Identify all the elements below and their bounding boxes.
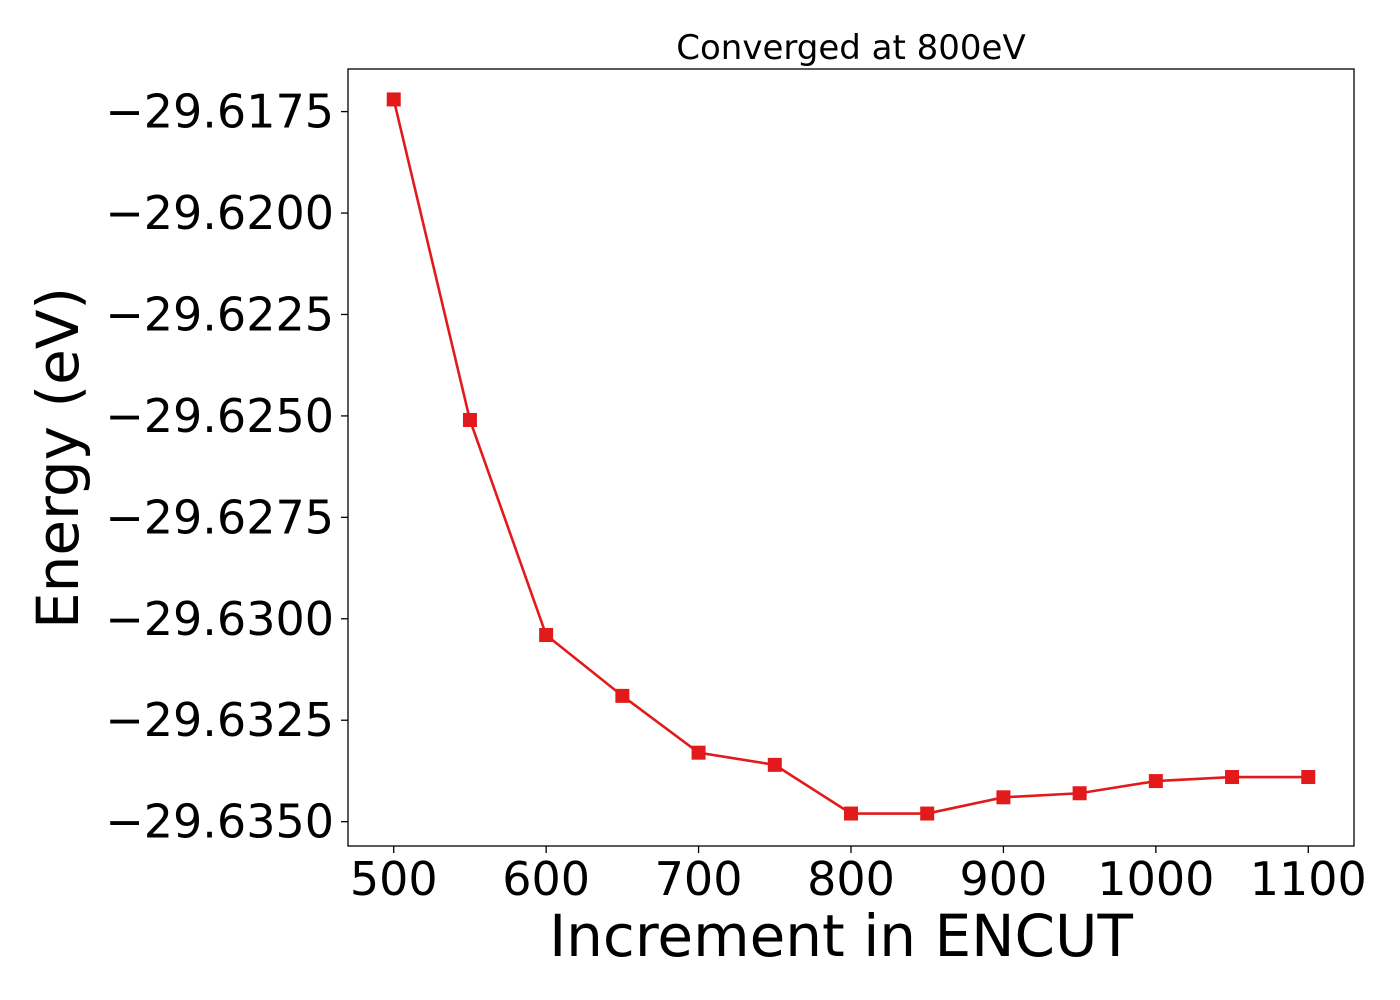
y-axis: −29.6175 −29.6200 −29.6225 −29.6250 −29.6275… <box>105 85 348 849</box>
data-point-marker <box>1301 770 1316 785</box>
data-point-marker <box>386 92 401 107</box>
y-tick-label: −29.6325 <box>105 693 334 747</box>
data-point-marker <box>996 790 1011 805</box>
plot-frame <box>347 68 1355 847</box>
x-tick-label: 500 <box>350 852 438 906</box>
data-point-marker <box>1148 774 1163 789</box>
x-tick-label: 900 <box>960 852 1048 906</box>
data-point-marker <box>767 757 782 772</box>
y-tick-label: −29.6225 <box>105 287 334 341</box>
y-axis-label: Energy (eV) <box>24 287 92 629</box>
data-point-marker <box>691 745 706 760</box>
data-point-marker <box>844 806 858 821</box>
data-point-marker <box>462 412 477 427</box>
series-line <box>392 99 1309 815</box>
y-tick-label: −29.6175 <box>105 85 334 139</box>
series-group <box>386 92 1316 821</box>
data-point-marker <box>615 688 630 703</box>
data-point-marker <box>1072 786 1087 801</box>
y-tick-label: −29.6200 <box>105 186 334 240</box>
y-tick-label: −29.6350 <box>105 795 334 849</box>
data-point-marker <box>539 628 554 643</box>
x-tick-label: 800 <box>807 852 895 906</box>
x-tick-label: 600 <box>502 852 590 906</box>
x-axis-label: Increment in ENCUT <box>549 902 1133 970</box>
x-tick-label: 1000 <box>1097 852 1214 906</box>
x-tick-label: 1100 <box>1250 852 1367 906</box>
y-tick-label: −29.6275 <box>105 490 334 544</box>
x-axis: 500 600 700 800 900 1000 1100 <box>350 846 1367 906</box>
chart-title: Converged at 800eV <box>676 28 1025 68</box>
y-tick-label: −29.6300 <box>105 592 334 646</box>
data-point-marker <box>1225 770 1240 785</box>
y-tick-label: −29.6250 <box>105 389 334 443</box>
x-tick-label: 700 <box>655 852 743 906</box>
data-point-marker <box>920 806 935 821</box>
